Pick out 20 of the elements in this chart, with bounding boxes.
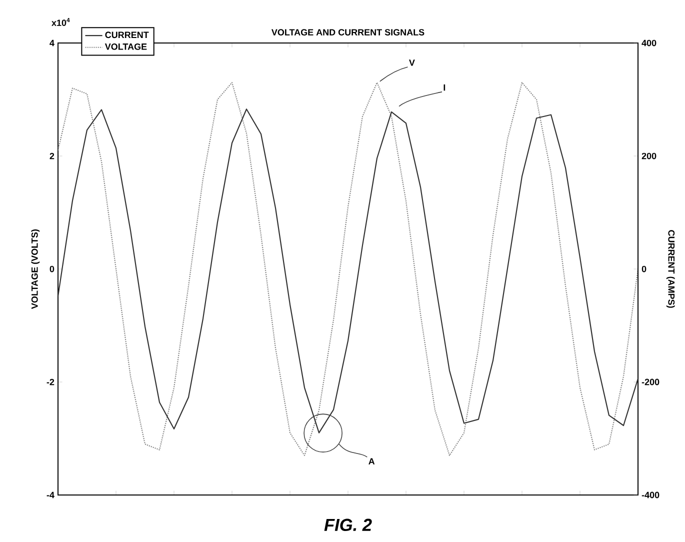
legend-label: CURRENT bbox=[105, 32, 149, 38]
y-axis-title: VOLTAGE (VOLTS) bbox=[31, 229, 40, 309]
y2-tick-label: 0 bbox=[642, 266, 646, 272]
y-tick-label: -4 bbox=[46, 492, 54, 498]
annotation: V bbox=[409, 60, 415, 66]
text: x10$^{4}$ bbox=[52, 18, 70, 26]
annotation: I bbox=[444, 84, 446, 91]
y-tick-label: 4 bbox=[50, 40, 54, 46]
legend-label: VOLTAGE bbox=[104, 43, 147, 50]
y2-axis-title: CURRENT (AMPS) bbox=[666, 230, 675, 308]
y2-tick-label: -400 bbox=[642, 492, 660, 498]
y2-tick-label: -200 bbox=[642, 378, 660, 386]
y2-tick-label: 200 bbox=[642, 152, 656, 160]
y2-tick-label: 400 bbox=[642, 40, 656, 46]
chart-title: VOLTAGE AND CURRENT SIGNALS bbox=[271, 29, 424, 36]
annotation: A bbox=[368, 458, 375, 464]
caption: FIG. 2 bbox=[324, 518, 372, 532]
y-tick-label: 2 bbox=[50, 152, 54, 160]
y-tick-label: 0 bbox=[50, 266, 54, 272]
y-tick-label: -2 bbox=[46, 378, 54, 386]
